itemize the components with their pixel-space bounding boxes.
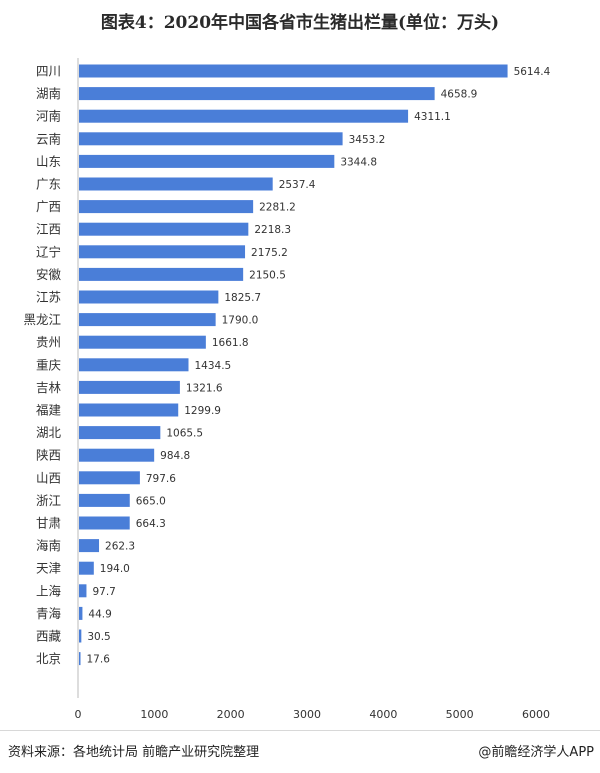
axis-layer: 0 1000 2000 3000 4000 5000 6000 [75,58,550,721]
category-label: 广东 [36,177,61,192]
value-label: 3344.8 [340,156,377,168]
value-label: 30.5 [87,631,110,643]
bar [79,561,94,575]
category-label: 重庆 [36,357,62,372]
value-label: 2150.5 [249,269,286,281]
value-label: 1790.0 [222,315,259,327]
category-label: 浙江 [36,493,61,508]
bar [79,426,161,440]
category-label: 河南 [36,109,61,124]
bar [79,539,100,553]
category-label: 甘肃 [36,516,61,531]
value-label: 665.0 [136,495,166,507]
value-label: 5614.4 [514,66,551,78]
value-label: 1065.5 [166,428,203,440]
bar-layer: 四川 5614.4 湖南 4658.9 河南 4311.1 云南 3453.2 山东 3344.8… [23,64,550,667]
value-label: 2537.4 [279,179,316,191]
value-label: 2175.2 [251,247,288,259]
value-label: 1661.8 [212,337,249,349]
category-label: 山西 [36,470,61,485]
category-label: 云南 [36,131,61,146]
source-note: 资料来源：各地统计局 前瞻产业研究院整理 [8,745,260,760]
category-label: 山东 [36,154,61,169]
bar [79,177,273,191]
value-label: 3453.2 [349,134,386,146]
value-label: 1434.5 [195,360,232,372]
bar [79,606,83,620]
value-label: 797.6 [146,473,176,485]
bar [79,200,254,214]
bar [79,87,435,101]
value-label: 262.3 [105,541,135,553]
bar [79,313,216,327]
category-label: 西藏 [36,629,62,644]
value-label: 44.9 [88,608,111,620]
bar [79,132,343,146]
x-tick-label: 6000 [522,708,550,721]
category-label: 北京 [36,651,61,666]
value-label: 4311.1 [414,111,451,123]
chart-title: 图表4：2020年中国各省市生猪出栏量(单位：万头) [100,13,500,33]
category-label: 湖北 [36,425,62,440]
category-label: 天津 [36,561,61,576]
category-label: 吉林 [36,380,62,395]
bar [79,64,508,78]
category-label: 安徽 [36,267,62,282]
value-label: 1321.6 [186,382,223,394]
value-label: 97.7 [92,586,115,598]
category-label: 青海 [36,606,62,621]
x-tick-label: 3000 [293,708,321,721]
bar [79,584,87,598]
bar [79,267,244,281]
category-label: 江苏 [36,290,61,305]
bar [79,358,189,372]
category-label: 黑龙江 [23,312,61,327]
value-label: 664.3 [136,518,166,530]
category-label: 湖南 [36,86,61,101]
x-tick-label: 0 [75,708,82,721]
bar [79,109,409,123]
category-label: 广西 [36,199,61,214]
bar [79,380,180,394]
bar [79,245,246,259]
x-tick-label: 4000 [369,708,397,721]
value-label: 2281.2 [259,202,296,214]
bar [79,516,130,530]
category-label: 辽宁 [36,244,61,259]
footer-divider [0,730,600,731]
value-label: 1825.7 [224,292,261,304]
bar [79,493,130,507]
bar [79,403,179,417]
category-label: 贵州 [36,335,61,350]
category-label: 四川 [36,64,61,79]
bar [79,154,335,168]
bar [79,629,82,643]
value-label: 1299.9 [184,405,221,417]
value-label: 4658.9 [441,89,478,101]
credit-note: @前瞻经济学人APP [478,745,594,760]
category-label: 海南 [36,538,61,553]
x-tick-label: 2000 [217,708,245,721]
bar [79,471,140,485]
value-label: 194.0 [100,563,130,575]
bar [79,448,155,462]
bar [79,290,219,304]
category-label: 上海 [36,583,62,598]
category-label: 陕西 [36,448,61,463]
bar [79,652,81,666]
value-label: 17.6 [87,654,111,666]
category-label: 福建 [36,403,62,418]
value-label: 984.8 [160,450,190,462]
x-tick-label: 1000 [140,708,168,721]
x-tick-label: 5000 [446,708,474,721]
category-label: 江西 [36,222,61,237]
bar [79,222,249,236]
bar [79,335,206,349]
value-label: 2218.3 [254,224,291,236]
